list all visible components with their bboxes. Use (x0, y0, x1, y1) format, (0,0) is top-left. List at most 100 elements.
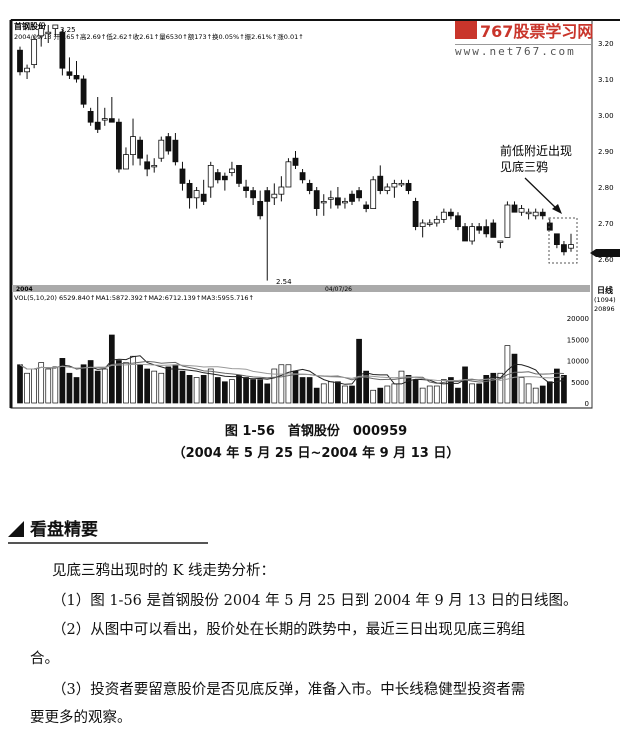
candle-up (320, 200, 327, 204)
candle-up (419, 222, 426, 227)
candle-up (398, 182, 405, 186)
price-tick-label: 2.80 (598, 184, 614, 192)
candle-down (306, 182, 313, 191)
triangle-icon (8, 521, 24, 537)
body-line: 见底三鸦出现时的 K 线走势分析： (52, 563, 276, 579)
body-line: 要更多的观察。 (30, 710, 132, 726)
volume-tick-label: 5000 (571, 379, 589, 387)
candle-down (377, 175, 384, 191)
candle-down (186, 182, 193, 199)
candle-up (497, 240, 504, 243)
volume-bar (243, 377, 249, 404)
chart-logo-icon (455, 21, 477, 39)
volume-bar (525, 383, 532, 404)
section-heading: 看盘精要 (8, 515, 208, 544)
price-tick-label: 2.60 (598, 256, 614, 264)
candle-down (455, 215, 461, 228)
volume-bar (80, 364, 87, 404)
annotation-line1: 前低附近出现 (500, 143, 572, 158)
volume-bar (497, 372, 504, 404)
volume-bar (483, 375, 490, 404)
volume-bar (257, 379, 264, 404)
three-crows-highlight-box (548, 217, 578, 264)
volume-bar (207, 368, 214, 404)
volume-bar (405, 375, 412, 404)
annotation-arrow (524, 177, 559, 211)
candle-up (193, 190, 200, 199)
volume-bar (511, 353, 518, 404)
volume-bar (52, 366, 59, 404)
volume-bar (123, 362, 129, 404)
candle-up (151, 164, 158, 168)
candle-down (243, 186, 249, 191)
candle-up (158, 139, 165, 159)
high-label: 3.25 (60, 26, 76, 34)
candle-down (115, 121, 122, 170)
candle-up (525, 211, 532, 215)
candle-down (200, 193, 207, 202)
volume-bar (433, 385, 440, 404)
volume-tick-label: 15000 (567, 336, 589, 344)
candle-up (38, 28, 45, 37)
price-tick-label: 3.20 (598, 40, 614, 48)
candle-up (271, 193, 278, 199)
volume-bar (165, 366, 172, 404)
vol-count: (1094) (594, 296, 616, 304)
volume-bar (31, 368, 37, 404)
candle-down (250, 190, 257, 199)
candle-down (462, 226, 468, 242)
volume-ma10-line (19, 360, 564, 384)
watermark-logo: 767股票学习网 www.net767.com (455, 18, 594, 58)
candle-down (546, 222, 553, 231)
volume-bar (469, 383, 475, 404)
candle-down (448, 211, 454, 217)
volume-bar (94, 370, 101, 404)
vol-top: 20896 (594, 305, 615, 313)
volume-bar (172, 364, 179, 404)
candle-down (539, 211, 546, 217)
candle-down (349, 193, 355, 202)
candle-down (476, 226, 483, 231)
candle-down (561, 244, 567, 253)
candle-up (568, 244, 574, 249)
date-bar[interactable] (12, 285, 590, 292)
volume-bar (186, 375, 193, 404)
candle-up (130, 136, 136, 156)
date-bar-cursor: 04/07/26 (325, 286, 352, 293)
candle-up (123, 154, 129, 170)
candle-down (80, 78, 87, 105)
volume-bar (490, 372, 497, 404)
volume-bar (108, 334, 115, 404)
volume-bar (306, 377, 313, 404)
candle-down (214, 172, 221, 181)
candle-down (137, 139, 143, 159)
volume-bar (391, 383, 398, 404)
period-label: 日线 (597, 285, 613, 295)
volume-bar (532, 387, 539, 404)
candle-down (172, 139, 179, 163)
volume-bar (455, 387, 461, 404)
volume-bar (200, 375, 207, 404)
candle-up (426, 222, 433, 225)
volume-bar (87, 360, 94, 404)
volume-bar (101, 368, 108, 404)
volume-bar (264, 383, 271, 404)
date-bar-start: 2004 (16, 286, 33, 293)
volume-tick-label: 20000 (567, 315, 589, 323)
volume-bar (278, 364, 285, 404)
candle-down (59, 31, 66, 69)
volume-bar (554, 368, 560, 404)
candle-up (370, 179, 377, 210)
volume-bar (151, 370, 158, 404)
watermark-brand: 767股票学习网 (480, 22, 594, 41)
figure-date-range: （2004 年 5 月 25 日~2004 年 9 月 13 日） (172, 446, 460, 461)
volume-bar (335, 381, 341, 404)
volume-bar (45, 368, 52, 404)
candle-down (236, 164, 242, 184)
volume-bar (539, 385, 546, 404)
candle-down (66, 71, 73, 76)
volume-bar (285, 364, 292, 404)
volume-bar (24, 372, 30, 404)
candle-up (327, 197, 334, 200)
candle-down (363, 204, 370, 209)
